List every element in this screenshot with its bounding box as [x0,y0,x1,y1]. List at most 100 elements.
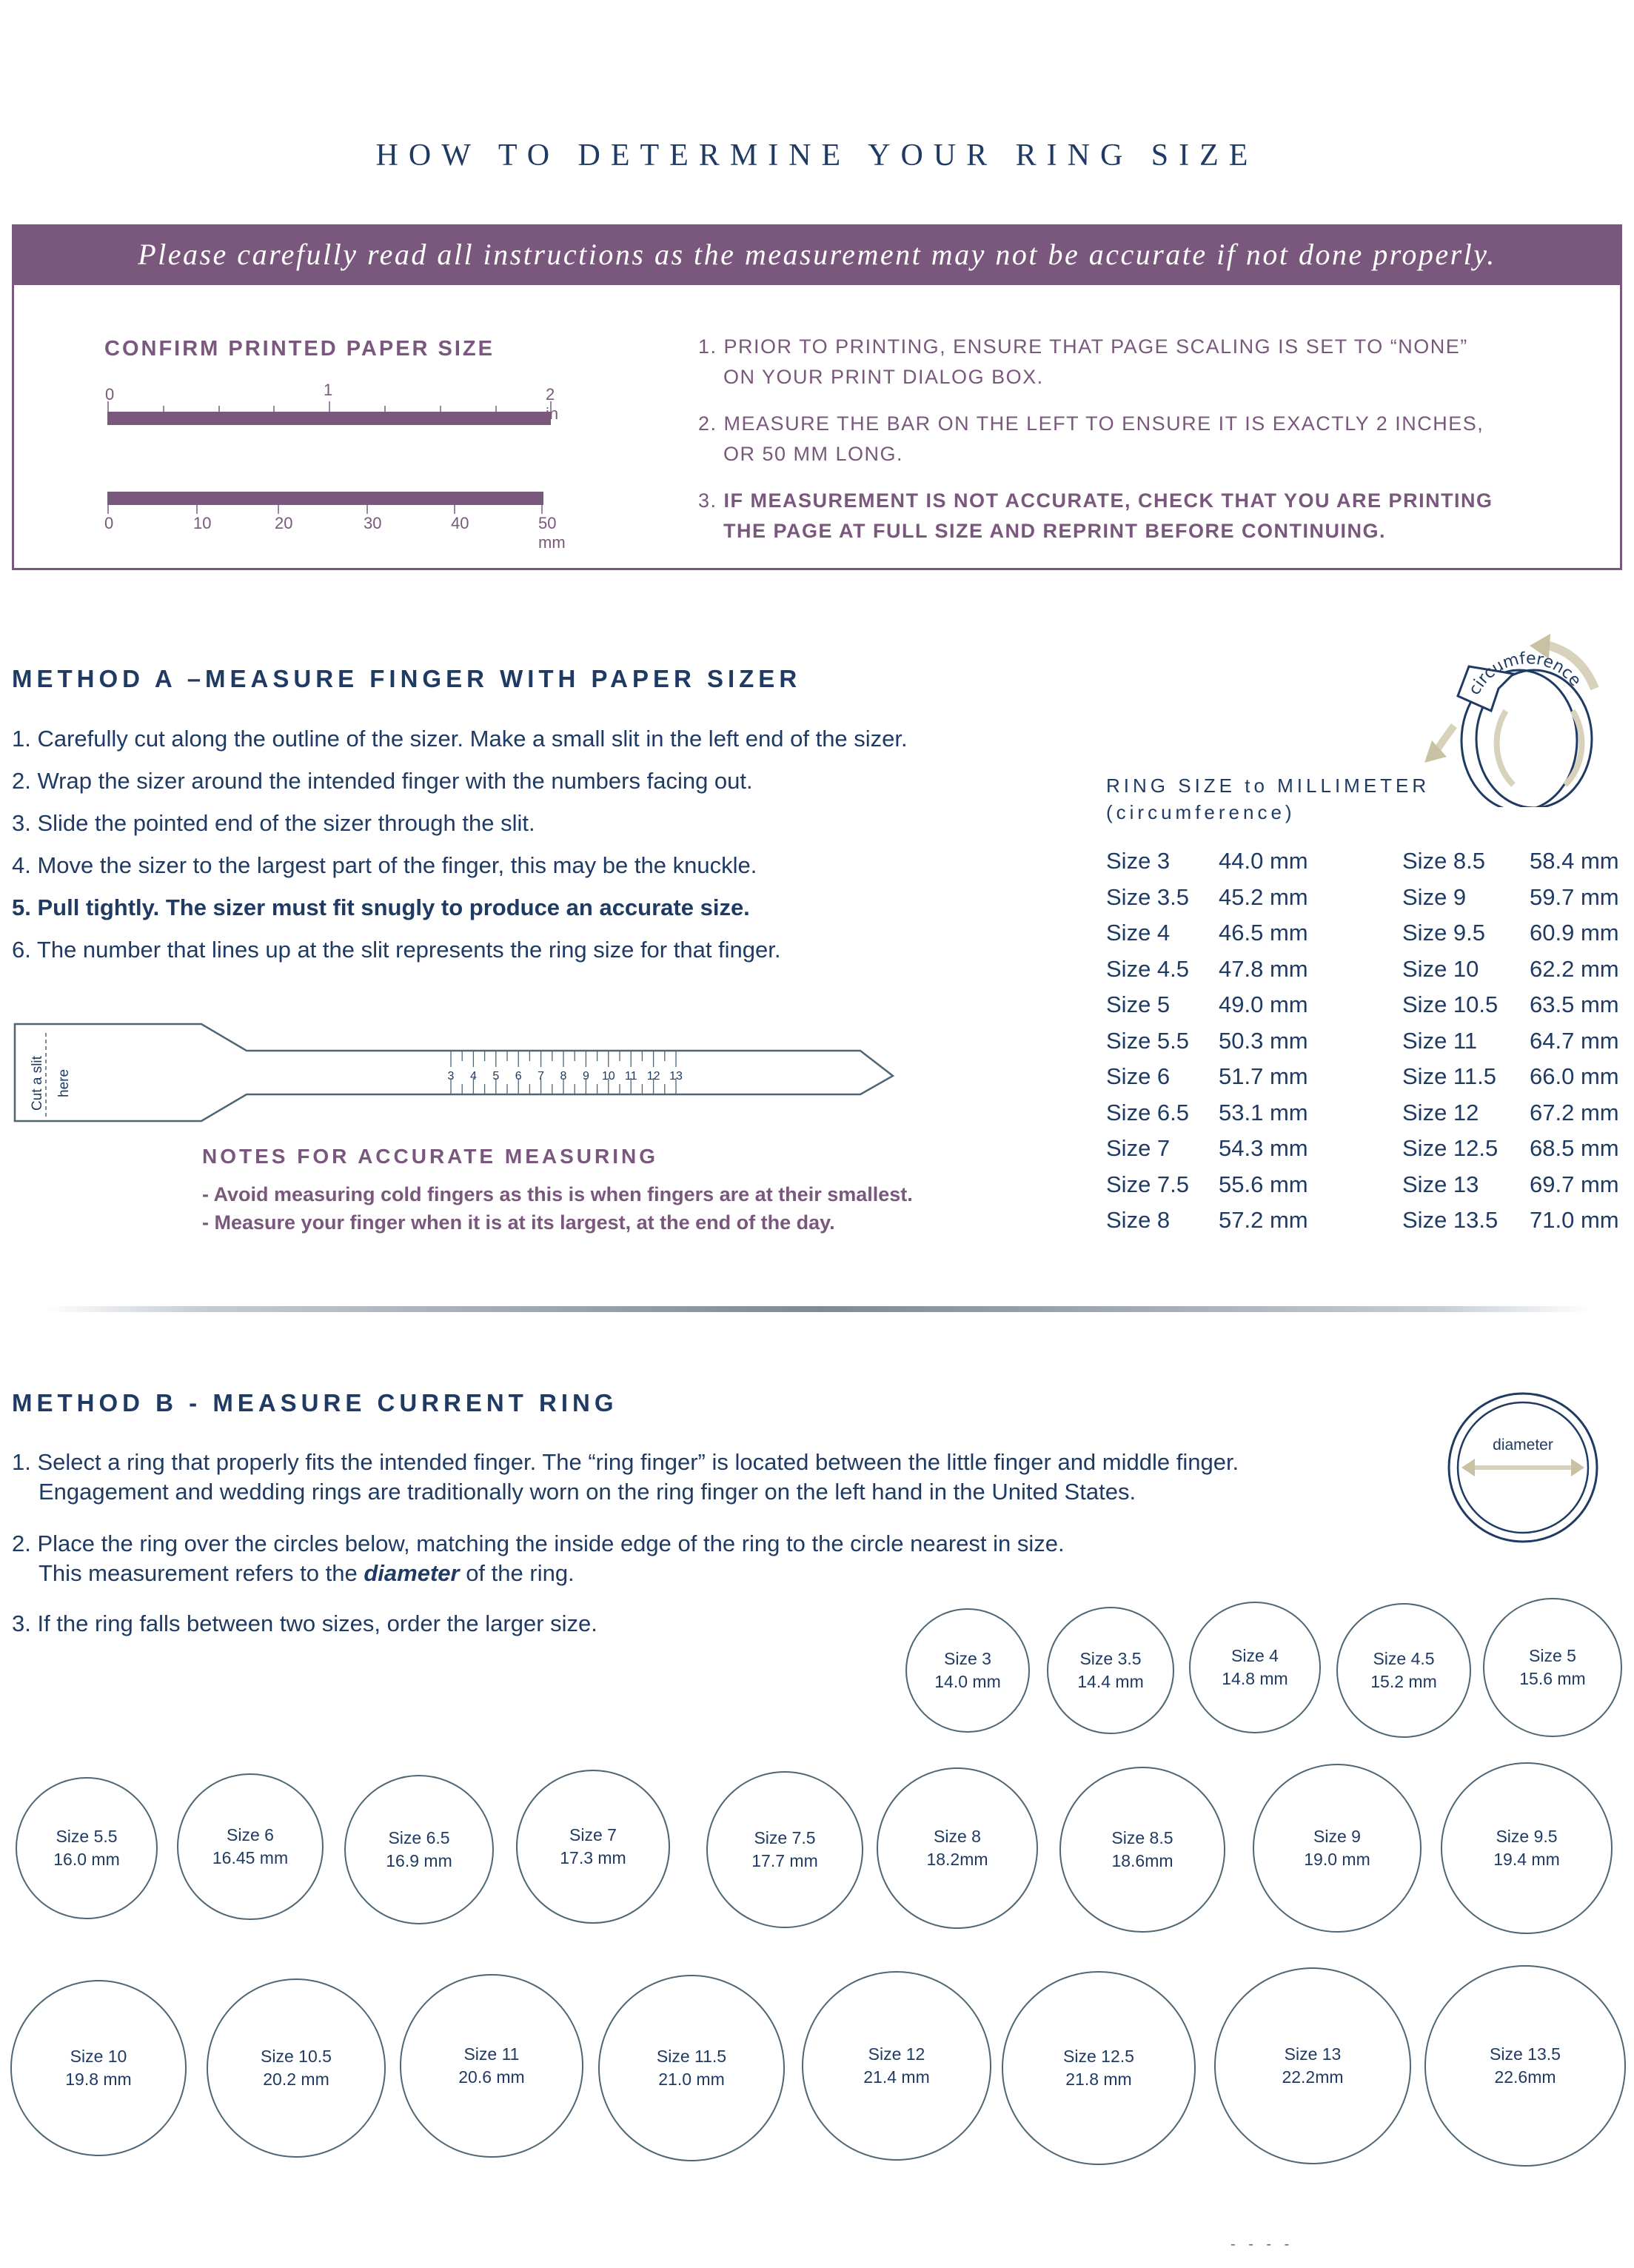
ring-diameter-label: 15.6 mm [1519,1668,1586,1688]
ring-size-circle: Size 8.5 18.6mm [1059,1767,1225,1933]
table-size-cell: Size 4.5 [1106,955,1190,982]
ring-diameter-label: 16.45 mm [212,1847,289,1867]
table-size-cell: Size 6.5 [1106,1099,1190,1125]
ring-diameter-label: 21.4 mm [863,2067,930,2087]
mm-ruler: 0 10 20 30 40 50 mm [104,492,581,552]
inch-tick [384,406,386,412]
ring-size-label: Size 9.5 [1496,1826,1558,1846]
ring-diameter-label: 15.2 mm [1370,1671,1437,1691]
method-a-step: 6. The number that lines up at the slit … [12,937,781,963]
inch-tick [162,406,164,412]
ring-size-circle: Size 7 17.3 mm [516,1770,670,1924]
ring-size-circle: Size 10.5 20.2 mm [206,1978,386,2158]
instruction-3: 3. IF MEASUREMENT IS NOT ACCURATE, CHECK… [698,486,1493,546]
table-mm-cell: 68.5 mm [1530,1135,1619,1161]
ring-size-circle: Size 6.5 16.9 mm [344,1774,495,1925]
ring-size-circle: Size 10 19.8 mm [10,1980,187,2156]
ring-size-label: Size 9 [1313,1827,1361,1846]
inch-tick [273,406,275,412]
mm-label: 30 [364,514,382,532]
table-size-cell: Size 3 [1106,848,1171,874]
ring-size-circle: Size 12 21.4 mm [801,1970,992,2161]
paper-sizer[interactable]: Cut a slit here 3 4 5 6 7 8 9 10 11 12 13 [0,1007,911,1133]
table-mm-cell: 64.7 mm [1530,1027,1619,1054]
table-size-cell: Size 4 [1106,920,1171,946]
ring-size-label: Size 8.5 [1111,1827,1173,1847]
table-size-cell: Size 12.5 [1402,1135,1499,1161]
ring-diameter-label: 21.0 mm [658,2070,725,2089]
step-text: ON YOUR PRINT DIALOG BOX. [723,366,1044,388]
sizer-number: 13 [669,1070,683,1083]
sizer-number: 6 [515,1070,522,1083]
table-mm-cell: 51.7 mm [1219,1063,1308,1089]
inch-tick [439,406,441,412]
note: - Avoid measuring cold fingers as this i… [202,1183,913,1205]
slit-label: Cut a slit [30,1055,45,1111]
sizer-number: 5 [492,1070,499,1083]
slit-label: here [56,1069,72,1097]
fifty-mm-bar [107,492,543,505]
method-b-step-3: 3. If the ring falls between two sizes, … [12,1610,597,1636]
ring-diameter-label: 18.2mm [926,1849,988,1869]
ring-size-circle: Size 13.5 22.6mm [1424,1965,1626,2167]
inch-tick [329,401,331,412]
mm-label: 0 [104,514,114,532]
table-mm-cell: 45.2 mm [1219,883,1308,910]
table-size-cell: Size 5 [1106,991,1171,1017]
ring-diameter-label: 17.3 mm [560,1847,626,1867]
table-mm-cell: 63.5 mm [1530,991,1619,1017]
step-num: 2. [698,412,717,435]
inch-label: 1 [324,381,333,399]
step-num: 3. [698,489,717,512]
ring-diameter-label: 14.4 mm [1077,1671,1144,1691]
ring-diameter-label: 14.8 mm [1222,1668,1288,1688]
diameter-ring-icon: diameter [1447,1392,1598,1543]
mm-tick [454,505,455,514]
page-title: HOW TO DETERMINE YOUR RING SIZE [375,138,1259,173]
two-inch-bar [107,412,551,425]
table-size-cell: Size 8.5 [1402,848,1486,874]
method-a-step: 1. Carefully cut along the outline of th… [12,726,908,752]
ring-size-circle: Size 13 22.2mm [1213,1967,1412,2165]
table-size-cell: Size 13.5 [1402,1207,1499,1233]
table-size-cell: Size 10.5 [1402,991,1499,1017]
sizer-number: 3 [448,1070,455,1083]
ring-size-label: Size 3 [944,1649,991,1668]
ring-size-label: Size 10.5 [261,2046,332,2066]
ring-size-circle: Size 11.5 21.0 mm [598,1975,785,2161]
section-divider [44,1306,1592,1312]
step-text: of the ring. [459,1560,575,1586]
inch-tick [550,401,552,412]
table-mm-cell: 53.1 mm [1219,1099,1308,1125]
ring-size-label: Size 12.5 [1063,2046,1134,2066]
inch-tick [495,406,497,412]
table-size-cell: Size 13 [1402,1171,1479,1197]
table-mm-cell: 44.0 mm [1219,848,1308,874]
confirm-paper-size-box [12,285,1622,570]
method-a-step: 3. Slide the pointed end of the sizer th… [12,810,535,836]
diameter-label: diameter [1493,1436,1553,1454]
table-title: RING SIZE to MILLIMETER [1106,775,1430,797]
ring-size-label: Size 12 [868,2044,925,2064]
circumference-ring-icon: circumference [1424,634,1599,807]
table-mm-cell: 49.0 mm [1219,991,1308,1017]
table-mm-cell: 67.2 mm [1530,1099,1619,1125]
ring-diameter-label: 20.2 mm [263,2069,329,2089]
table-size-cell: Size 8 [1106,1207,1171,1233]
ring-size-circle: Size 3.5 14.4 mm [1046,1606,1175,1735]
method-a-step: 2. Wrap the sizer around the intended fi… [12,768,753,794]
method-b-step-1: 1. Select a ring that properly fits the … [12,1448,1239,1507]
sizer-number: 8 [560,1070,567,1083]
mm-tick [196,505,198,514]
ring-size-label: Size 7.5 [754,1827,816,1847]
ring-diameter-label: 20.6 mm [458,2067,525,2087]
ring-diameter-label: 19.4 mm [1493,1849,1560,1869]
table-mm-cell: 55.6 mm [1219,1171,1308,1197]
sizer-number: 12 [647,1070,660,1083]
ring-size-circle: Size 4 14.8 mm [1189,1602,1321,1733]
ring-size-label: Size 11 [463,2044,520,2064]
mm-label: 50 mm [538,514,566,552]
ring-size-circle: Size 5.5 16.0 mm [16,1777,158,1919]
ring-size-circle: Size 8 18.2mm [876,1767,1039,1930]
ring-diameter-label: 18.6mm [1111,1850,1173,1870]
